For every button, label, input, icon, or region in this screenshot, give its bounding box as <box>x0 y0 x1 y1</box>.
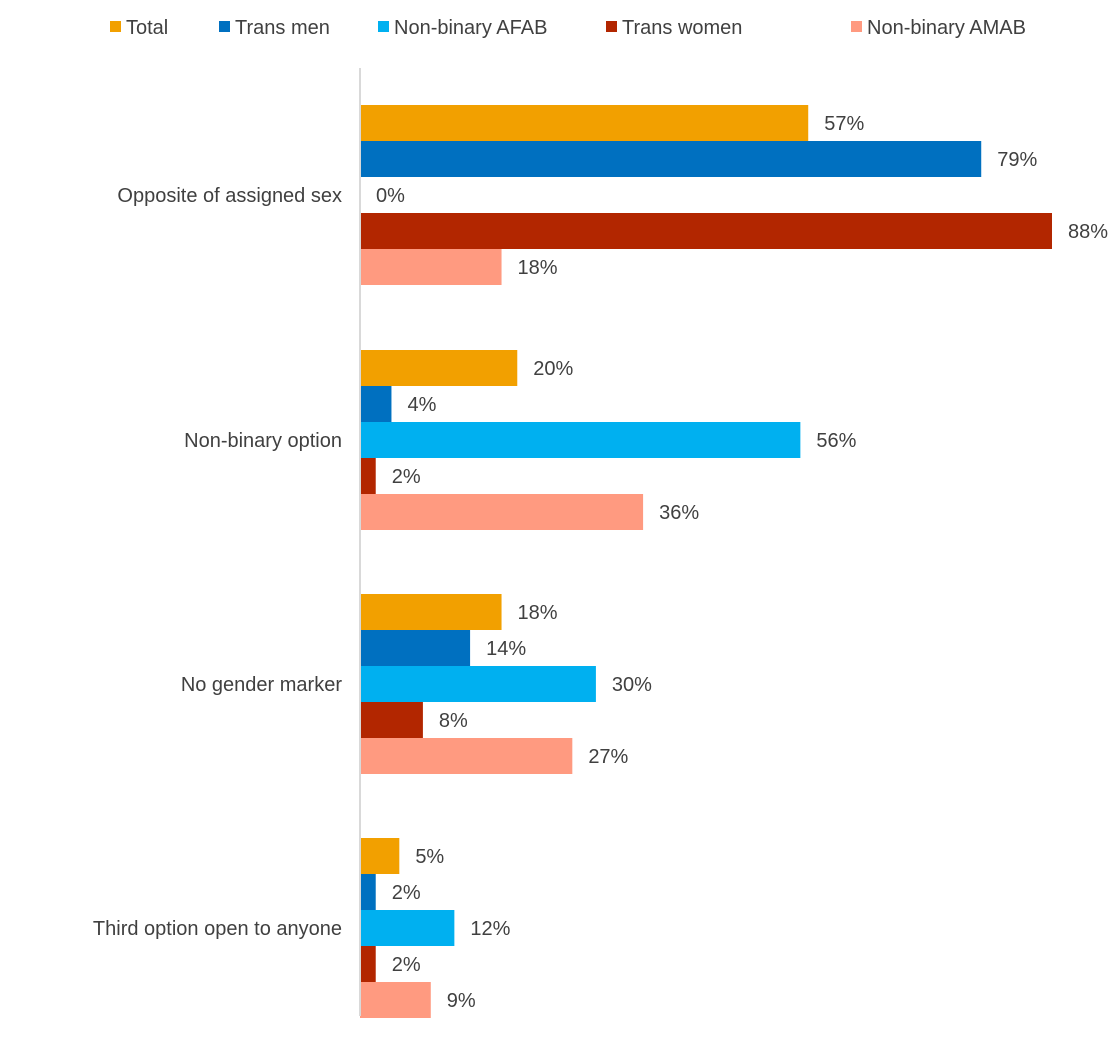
data-label: 88% <box>1068 221 1108 243</box>
bar <box>360 910 455 946</box>
legend-swatch-2 <box>219 21 230 32</box>
bar <box>360 982 431 1018</box>
data-label: 18% <box>518 257 558 279</box>
data-label: 57% <box>824 113 864 135</box>
bar <box>360 874 376 910</box>
data-label: 27% <box>588 746 628 768</box>
data-label: 0% <box>376 185 405 207</box>
category-label: No gender marker <box>181 674 343 696</box>
bar <box>360 838 400 874</box>
data-label: 9% <box>447 990 476 1012</box>
legend-swatch-4 <box>606 21 617 32</box>
bar <box>360 141 982 177</box>
data-label: 30% <box>612 674 652 696</box>
data-label: 20% <box>533 358 573 380</box>
data-label: 79% <box>997 149 1037 171</box>
bar <box>360 946 376 982</box>
legend-label: Non-binary AFAB <box>394 17 547 39</box>
bar <box>360 738 573 774</box>
legend-swatch-3 <box>378 21 389 32</box>
legend-label: Total <box>126 17 168 39</box>
data-label: 2% <box>392 954 421 976</box>
data-label: 2% <box>392 466 421 488</box>
bar <box>360 386 392 422</box>
bar <box>360 666 596 702</box>
bars <box>360 105 1052 1018</box>
legend-label: Non-binary AMAB <box>867 17 1026 39</box>
bar <box>360 702 423 738</box>
data-label: 14% <box>486 638 526 660</box>
data-label: 18% <box>518 602 558 624</box>
bar <box>360 249 502 285</box>
data-label: 5% <box>415 846 444 868</box>
data-label: 12% <box>470 918 510 940</box>
legend-label: Trans men <box>235 17 330 39</box>
bar <box>360 458 376 494</box>
data-label: 36% <box>659 502 699 524</box>
bar <box>360 350 518 386</box>
category-label: Opposite of assigned sex <box>117 185 342 207</box>
bar <box>360 594 502 630</box>
bar <box>360 213 1052 249</box>
category-labels: Opposite of assigned sex Non-binary optio… <box>93 185 342 940</box>
legend: Total Trans men Non-binary AFAB Trans women… <box>110 17 1026 39</box>
category-label: Non-binary option <box>184 430 342 452</box>
bar <box>360 422 801 458</box>
bar <box>360 630 471 666</box>
legend-swatch-5 <box>851 21 862 32</box>
data-label: 56% <box>816 430 856 452</box>
bar <box>360 494 644 530</box>
legend-swatch-1 <box>110 21 121 32</box>
data-labels: 57% 79% 0% 88% 18% 20% 4% 56% 2% 36% 18% 14% 30% 8% 27… <box>376 113 1108 1012</box>
bar <box>360 105 809 141</box>
legend-label: Trans women <box>622 17 742 39</box>
category-label: Third option open to anyone <box>93 918 342 940</box>
data-label: 8% <box>439 710 468 732</box>
data-label: 4% <box>407 394 436 416</box>
data-label: 2% <box>392 882 421 904</box>
